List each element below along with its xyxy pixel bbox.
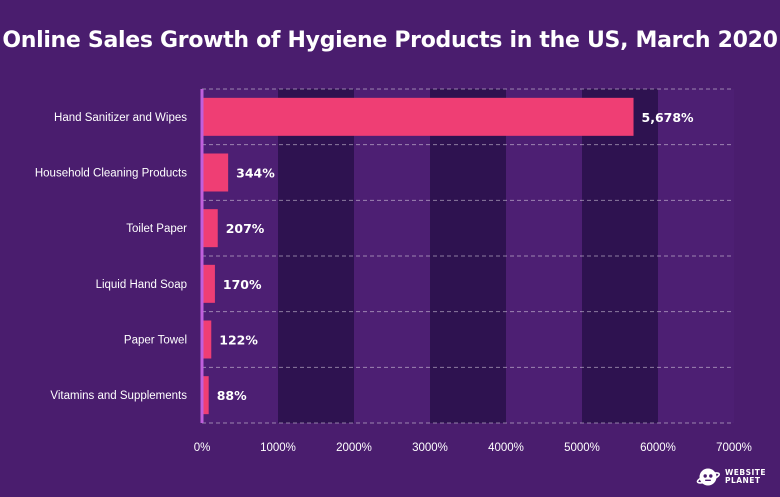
- value-label: 344%: [236, 166, 275, 181]
- category-label: Paper Towel: [124, 335, 187, 347]
- x-tick-label: 4000%: [488, 442, 524, 454]
- x-tick-label: 3000%: [412, 442, 448, 454]
- chart-title: Online Sales Growth of Hygiene Products …: [2, 28, 778, 53]
- logo-wordmark: WEBSITE PLANET: [724, 467, 766, 486]
- planet-robot-icon: [696, 468, 720, 486]
- logo-line-1: WEBSITE: [724, 467, 766, 477]
- category-label: Toilet Paper: [126, 223, 187, 235]
- website-planet-logo: WEBSITE PLANET: [696, 465, 766, 489]
- grid-band: [506, 89, 582, 423]
- x-tick-label: 6000%: [640, 442, 676, 454]
- grid-band: [278, 89, 354, 423]
- x-tick-label: 5000%: [564, 442, 600, 454]
- category-label: Hand Sanitizer and Wipes: [54, 112, 187, 124]
- bar: [202, 153, 229, 192]
- category-label: Household Cleaning Products: [35, 168, 187, 180]
- x-tick-label: 0%: [194, 442, 211, 454]
- bar: [202, 209, 218, 248]
- grid-band: [582, 89, 658, 423]
- value-label: 122%: [219, 333, 258, 348]
- x-tick-label: 7000%: [716, 442, 752, 454]
- value-label: 170%: [223, 277, 262, 292]
- bar: [202, 376, 209, 415]
- category-label: Vitamins and Supplements: [50, 390, 187, 402]
- bar: [202, 264, 215, 303]
- category-label: Liquid Hand Soap: [96, 279, 187, 291]
- bar: [202, 320, 212, 359]
- value-label: 207%: [226, 221, 265, 236]
- x-tick-label: 2000%: [336, 442, 372, 454]
- x-tick-label: 1000%: [260, 442, 296, 454]
- bar: [202, 97, 634, 136]
- grid-band: [354, 89, 430, 423]
- value-label: 88%: [217, 388, 247, 403]
- grid-band: [202, 89, 278, 423]
- value-label: 5,678%: [642, 110, 695, 125]
- logo-line-2: PLANET: [724, 476, 761, 485]
- grid-band: [430, 89, 506, 423]
- grid-band: [658, 89, 734, 423]
